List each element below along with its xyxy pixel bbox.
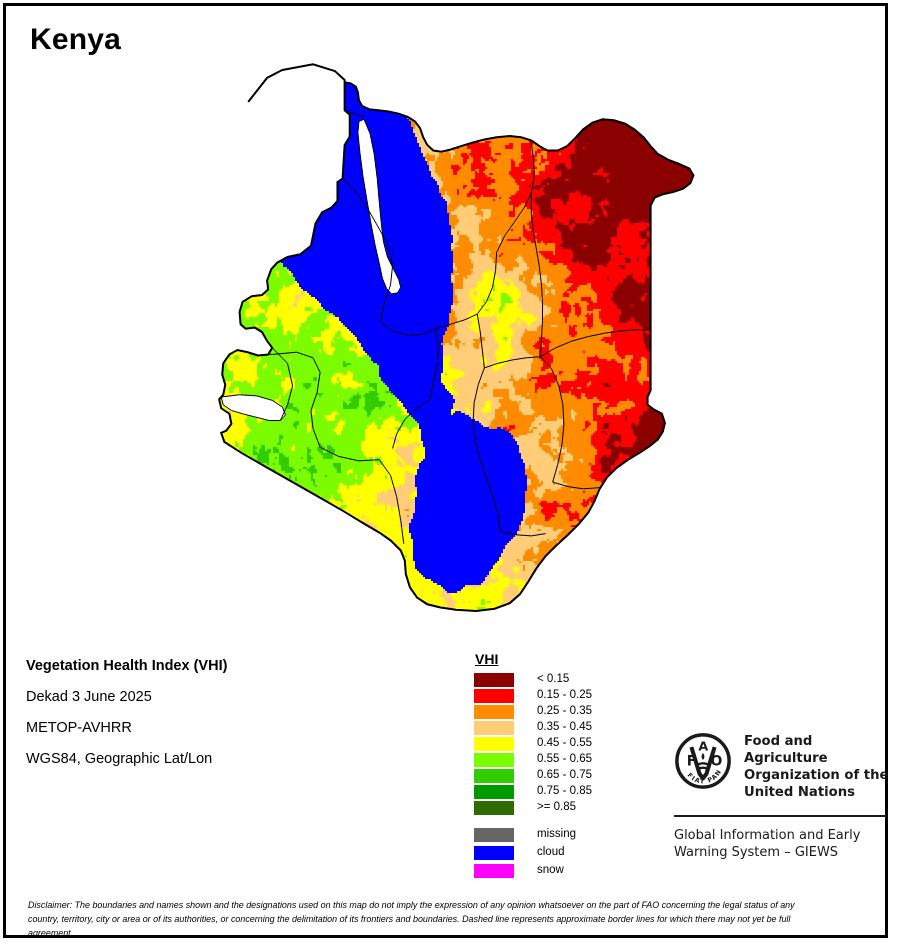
info-product: Vegetation Health Index (VHI) [26, 658, 228, 674]
map-disclaimer: Disclaimer: The boundaries and names sho… [28, 900, 795, 939]
legend-special-swatch [474, 846, 514, 860]
legend-class-swatch [474, 688, 514, 703]
map-info-block: Vegetation Health Index (VHI) Dekad 3 Ju… [26, 658, 356, 782]
info-period: Dekad 3 June 2025 [26, 689, 152, 705]
kenya-vhi-map[interactable] [211, 61, 721, 621]
legend-special-swatch [474, 828, 514, 842]
fao-divider [674, 814, 887, 817]
legend-class-label: 0.55 - 0.65 [537, 752, 592, 765]
legend-class-row: 0.25 - 0.35 [474, 704, 664, 719]
legend-class-row: 0.45 - 0.55 [474, 736, 664, 751]
vhi-legend: VHI < 0.15 0.15 - 0.25 0.25 - 0.35 0.35 - 0… [474, 651, 664, 881]
legend-class-label: 0.35 - 0.45 [537, 720, 592, 733]
legend-special-row: snow [474, 863, 664, 879]
legend-class-swatch [474, 736, 514, 751]
legend-class-row: 0.55 - 0.65 [474, 752, 664, 767]
legend-special-row: cloud [474, 845, 664, 861]
legend-class-list: < 0.15 0.15 - 0.25 0.25 - 0.35 0.35 - 0.45 0… [474, 672, 664, 815]
fao-branding: F A O FIAT PANIS Food and Agriculture Or… [674, 732, 889, 862]
legend-class-label: 0.25 - 0.35 [537, 704, 592, 717]
legend-class-label: < 0.15 [537, 672, 570, 685]
legend-class-label: 0.75 - 0.85 [537, 784, 592, 797]
legend-class-row: 0.15 - 0.25 [474, 688, 664, 703]
info-sensor: METOP-AVHRR [26, 720, 132, 736]
legend-class-label: 0.45 - 0.55 [537, 736, 592, 749]
legend-title: VHI [475, 651, 499, 667]
legend-special-list: missing cloud snow [474, 827, 664, 879]
legend-special-row: missing [474, 827, 664, 843]
legend-class-swatch [474, 752, 514, 767]
legend-class-swatch [474, 800, 514, 815]
legend-class-row: < 0.15 [474, 672, 664, 687]
legend-class-row: 0.75 - 0.85 [474, 784, 664, 799]
fao-system-name: Global Information and Early Warning Sys… [674, 827, 861, 861]
map-raster-canvas[interactable] [211, 61, 721, 621]
legend-class-row: >= 0.85 [474, 800, 664, 815]
fao-organization-name: Food and Agriculture Organization of the… [744, 734, 889, 800]
legend-special-label: cloud [537, 846, 565, 859]
legend-special-label: missing [537, 828, 576, 841]
legend-class-label: 0.65 - 0.75 [537, 768, 592, 781]
legend-class-swatch [474, 720, 514, 735]
legend-class-swatch [474, 768, 514, 783]
legend-class-swatch [474, 704, 514, 719]
legend-special-label: snow [537, 864, 564, 877]
legend-class-swatch [474, 672, 514, 687]
legend-special-swatch [474, 864, 514, 878]
page-border-frame: Kenya Vegetation Health Index (VHI) Deka… [3, 3, 889, 939]
legend-class-label: >= 0.85 [537, 800, 577, 813]
info-projection: WGS84, Geographic Lat/Lon [26, 751, 213, 767]
legend-class-row: 0.35 - 0.45 [474, 720, 664, 735]
fao-emblem-icon: F A O FIAT PANIS [674, 732, 731, 789]
legend-class-label: 0.15 - 0.25 [537, 688, 592, 701]
legend-class-swatch [474, 784, 514, 799]
svg-text:A: A [698, 740, 708, 755]
page-title: Kenya [30, 23, 122, 56]
legend-class-row: 0.65 - 0.75 [474, 768, 664, 783]
svg-text:F: F [687, 754, 697, 770]
svg-text:O: O [711, 754, 723, 770]
